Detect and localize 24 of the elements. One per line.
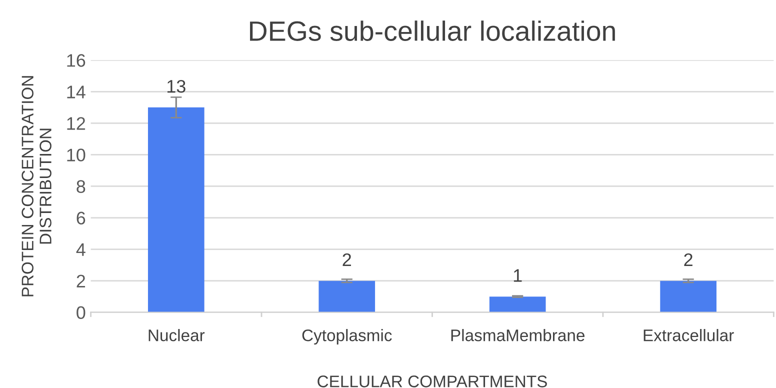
x-tick-label: Cytoplasmic	[302, 329, 392, 345]
x-tick-label: PlasmaMembrane	[451, 329, 584, 342]
y-tick-label: 16	[67, 54, 86, 67]
data-label: 2	[684, 253, 692, 266]
x-tick-label: Nuclear	[148, 329, 205, 342]
y-tick-label: 8	[76, 180, 86, 193]
y-tick-label: 2	[76, 274, 86, 288]
y-tick-label: 10	[67, 148, 86, 162]
y-tick-label: 4	[76, 243, 86, 256]
bar	[148, 107, 204, 312]
x-tick-label: Extracellular	[644, 329, 734, 342]
bar	[660, 280, 716, 312]
bar	[318, 280, 376, 312]
chart-title: DEGs sub-cellular localization	[250, 20, 615, 41]
x-axis-title: CELLULAR COMPARTMENTS	[318, 376, 547, 388]
y-tick-label: 0	[76, 306, 86, 320]
y-tick-label: 12	[67, 117, 86, 130]
bar	[489, 296, 546, 312]
y-tick-label: 6	[76, 212, 86, 224]
data-label: 2	[342, 253, 351, 266]
y-tick-label: 14	[67, 86, 86, 98]
y-axis-title: PROTEIN CONCENTRATION DISTRIBUTION	[22, 76, 52, 296]
data-label: 13	[167, 80, 186, 93]
data-label: 1	[514, 269, 522, 282]
